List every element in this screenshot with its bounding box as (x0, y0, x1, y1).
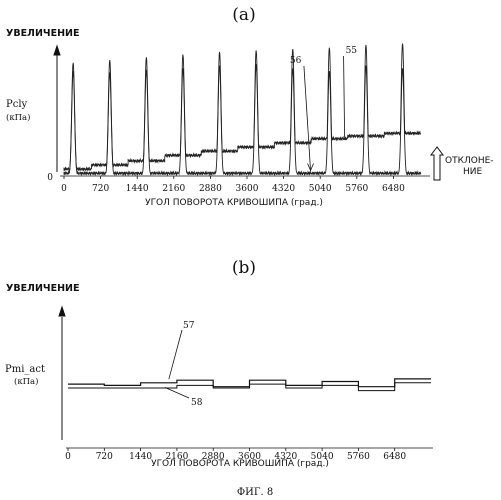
figure-caption: ФИГ. 8 (237, 487, 273, 498)
panel-b-series (68, 379, 431, 391)
callout-56-label: 56 (290, 56, 302, 66)
callout-58-leader (165, 387, 189, 398)
panel-a-xlabel: УГОЛ ПОВОРОТА КРИВОШИПА (град.) (145, 198, 323, 208)
panel-a-xtick-label: 3600 (236, 184, 259, 194)
deviation-label-line-1: ОТКЛОНЕ- (445, 156, 494, 166)
panel-b-ylabel: Pmi_act (5, 364, 45, 375)
callout-55-label: 55 (346, 46, 358, 56)
panel-a-xticks: 0 720 1440 2160 2880 3600 4320 5040 5760 6480 (61, 176, 405, 194)
deviation-arrow-icon (431, 147, 443, 180)
panel-a-xtick-label: 1440 (126, 184, 149, 194)
panel-b-xtick-label: 6480 (383, 452, 406, 462)
panel-a-yunit: (кПа) (6, 112, 30, 123)
panel-a-xtick-label: 6480 (382, 184, 405, 194)
panel-a-series (64, 44, 421, 175)
callout-57-leader (169, 330, 182, 379)
panel-b-up-arrow (59, 307, 65, 440)
panel-b-xtick-label: 1440 (129, 452, 152, 462)
panel-a-xtick-label: 2880 (199, 184, 222, 194)
panel-a-ylabel: Pcly (6, 99, 28, 110)
callout-55-leader (344, 56, 345, 137)
panel-a-callouts: 55 56 (290, 46, 357, 170)
panel-a-up-arrow (54, 46, 60, 172)
panel-a-xtick-label: 0 (61, 184, 67, 194)
panel-b-label: (b) (232, 258, 256, 278)
callout-58-label: 58 (191, 398, 203, 408)
panel-b-xtick-label: 720 (96, 452, 113, 462)
panel-b-callouts: 57 58 (165, 321, 203, 408)
panel-a-xtick-label: 5760 (345, 184, 368, 194)
panel-b-xtick-label: 5760 (347, 452, 370, 462)
panel-b-xlabel: УГОЛ ПОВОРОТА КРИВОШИПА (град.) (151, 459, 329, 469)
panel-a-ytick-0: 0 (47, 173, 53, 183)
deviation-label-line-2: НИЕ (463, 167, 483, 177)
panel-a-xtick-label: 720 (92, 184, 109, 194)
panel-a-xtick-label: 4320 (272, 184, 295, 194)
panel-b-xtick-label: 0 (65, 452, 71, 462)
panel-a-xtick-label: 5040 (309, 184, 332, 194)
callout-57-label: 57 (183, 321, 195, 331)
panel-a-label: (a) (232, 5, 255, 25)
panel-b-yunit: (кПа) (14, 376, 38, 387)
panel-a-xtick-label: 2160 (162, 184, 185, 194)
panel-b-increase-label: УВЕЛИЧЕНИЕ (6, 283, 79, 294)
callout-56-leader (304, 66, 311, 170)
panel-a-increase-label: УВЕЛИЧЕНИЕ (6, 28, 79, 39)
